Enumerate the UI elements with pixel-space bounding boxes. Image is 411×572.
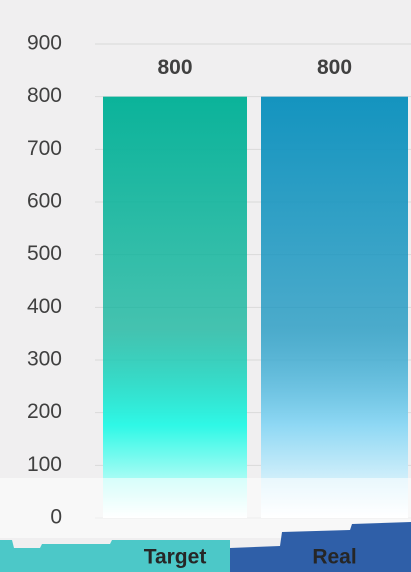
labels: 0 100 200 300 400 500 600 700 800 900 800 Target 800… bbox=[27, 32, 357, 569]
wash bbox=[0, 478, 411, 538]
y-tick-label: 500 bbox=[27, 242, 62, 265]
y-tick-label: 200 bbox=[27, 400, 62, 423]
y-tick-label: 100 bbox=[27, 453, 62, 476]
plot bbox=[95, 43, 411, 519]
y-tick-label: 300 bbox=[27, 348, 62, 371]
y-tick-label: 600 bbox=[27, 190, 62, 213]
bar bbox=[261, 96, 408, 519]
y-tick-label: 800 bbox=[27, 84, 62, 107]
x-tick-label: Target bbox=[144, 546, 207, 569]
decor-blue bbox=[230, 522, 411, 572]
y-tick-label: 400 bbox=[27, 295, 62, 318]
y-tick-label: 700 bbox=[27, 137, 62, 160]
data-label: 800 bbox=[317, 56, 352, 79]
decor-teal bbox=[0, 540, 230, 572]
y-tick-label: 0 bbox=[50, 506, 62, 529]
data-label: 800 bbox=[157, 56, 192, 79]
y-tick-label: 900 bbox=[27, 32, 62, 55]
x-tick-label: Real bbox=[312, 546, 356, 569]
bar bbox=[103, 96, 247, 519]
